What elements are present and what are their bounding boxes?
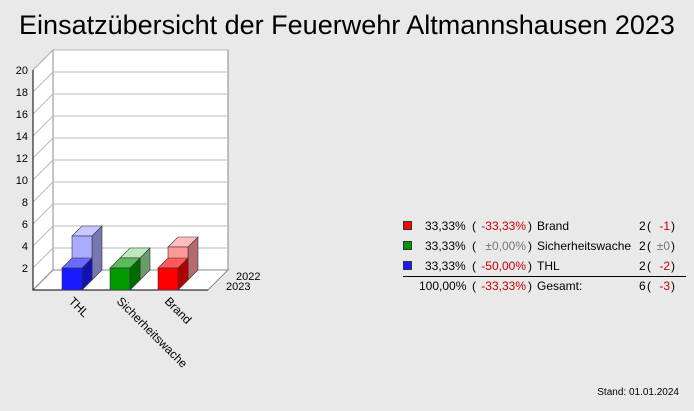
total-delta-close: ) (671, 279, 675, 293)
legend-swatch (403, 241, 412, 250)
y-tick-label: 14 (16, 131, 28, 143)
legend-paren-close: ) (528, 259, 532, 273)
gridline (32, 71, 228, 93)
legend-swatch (403, 261, 412, 270)
legend-delta-close: ) (671, 239, 675, 253)
total-change: -33,33% (481, 279, 526, 293)
legend-paren-open: ( (472, 239, 476, 253)
y-tick-label: 20 (16, 65, 28, 77)
legend-delta: ±0 (656, 239, 670, 253)
legend-percent: 33,33% (425, 259, 466, 273)
legend-total-divider (403, 276, 686, 277)
legend-category: Brand (537, 219, 570, 233)
legend-swatch (403, 221, 412, 230)
series-label-2023: 2023 (226, 281, 250, 293)
legend-delta: -2 (659, 259, 670, 273)
total-delta-open: ( (647, 279, 651, 293)
x-tick-label: Brand (162, 294, 195, 327)
legend-delta-open: ( (647, 259, 651, 273)
bar-sicherheitswache-2023 (109, 267, 131, 291)
y-tick-label: 2 (22, 263, 28, 275)
series-label-2022: 2022 (236, 271, 260, 283)
gridline (32, 115, 228, 137)
legend-total-row: 100,00% ( -33,33% ) Gesamt: 6 ( -3 ) (403, 279, 694, 299)
legend-percent: 33,33% (425, 239, 466, 253)
gridline (32, 181, 228, 203)
bar-brand-2023 (157, 267, 179, 291)
legend-delta-open: ( (647, 219, 651, 233)
total-percent: 100,00% (419, 279, 467, 293)
y-tick-label: 10 (16, 175, 28, 187)
y-tick-label: 6 (22, 219, 28, 231)
total-label: Gesamt: (537, 279, 583, 293)
gridline (32, 93, 228, 115)
gridline (32, 159, 228, 181)
y-tick-label: 16 (16, 109, 28, 121)
legend-count: 2 (639, 259, 646, 273)
y-tick-label: 8 (22, 197, 28, 209)
gridline (32, 49, 228, 71)
y-tick-label: 18 (16, 87, 28, 99)
total-count: 6 (639, 279, 646, 293)
y-tick-label: 4 (22, 241, 28, 253)
legend-count: 2 (639, 239, 646, 253)
legend-change: -33,33% (481, 219, 526, 233)
legend-percent: 33,33% (425, 219, 466, 233)
legend-paren-close: ) (528, 239, 532, 253)
gridline (32, 137, 228, 159)
x-tick-label: THL (66, 294, 92, 320)
gridline (32, 203, 228, 225)
total-delta: -3 (659, 279, 670, 293)
legend-count: 2 (639, 219, 646, 233)
legend-paren-open: ( (472, 259, 476, 273)
legend-paren-open: ( (472, 219, 476, 233)
bar-thl-2023 (61, 267, 83, 291)
gridline (32, 225, 228, 247)
y-tick-label: 12 (16, 153, 28, 165)
legend-category: Sicherheitswache (537, 239, 632, 253)
total-paren-open: ( (472, 279, 476, 293)
legend-paren-close: ) (528, 219, 532, 233)
chart-title: Einsatzübersicht der Feuerwehr Altmannsh… (19, 10, 675, 40)
legend-change: ±0,00% (485, 239, 526, 253)
stand-date: Stand: 01.01.2024 (597, 387, 679, 398)
legend-change: -50,00% (481, 259, 526, 273)
legend-delta-close: ) (671, 219, 675, 233)
legend-delta-open: ( (647, 239, 651, 253)
legend-delta-close: ) (671, 259, 675, 273)
legend-category: THL (537, 259, 560, 273)
legend-delta: -1 (659, 219, 670, 233)
total-paren-close: ) (528, 279, 532, 293)
